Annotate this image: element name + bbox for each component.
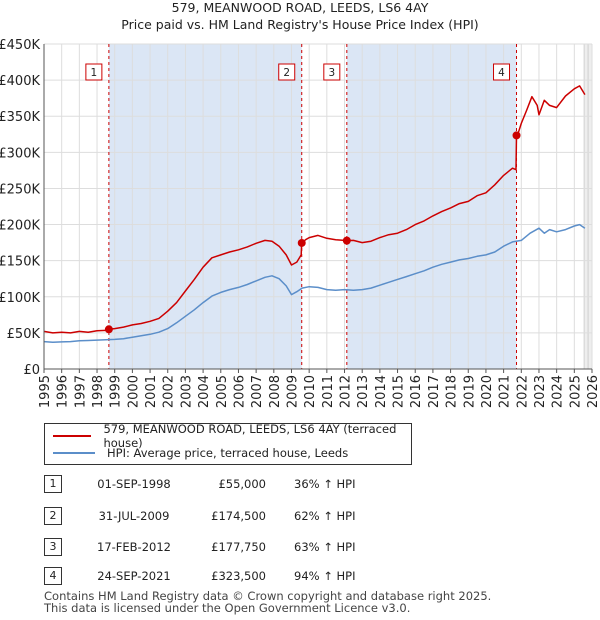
y-tick-label: £300K [0, 146, 40, 161]
x-tick-label: 2014 [374, 375, 389, 408]
transaction-hpi-change: 94% ↑ HPI [294, 569, 356, 583]
y-tick-label: £250K [0, 182, 40, 197]
chart-title: 579, MEANWOOD ROAD, LEEDS, LS6 4AY [172, 0, 429, 15]
transaction-hpi-change: 36% ↑ HPI [294, 477, 356, 491]
x-tick-label: 2001 [144, 375, 159, 408]
highlight-band [346, 44, 517, 369]
footer-copyright: Contains HM Land Registry data © Crown c… [44, 589, 492, 603]
legend-line-property [53, 435, 92, 437]
x-tick-label: 2017 [427, 375, 442, 408]
transaction-hpi-change: 63% ↑ HPI [294, 540, 356, 554]
sale-label-box [85, 63, 103, 81]
x-tick-label: 2004 [197, 375, 212, 408]
transaction-price: £174,500 [211, 509, 266, 523]
x-tick-label: 2022 [515, 375, 530, 408]
sale-point [104, 325, 113, 334]
x-tick-label: 2023 [533, 375, 548, 408]
highlight-band [108, 44, 302, 369]
x-tick-label: 2003 [179, 375, 194, 408]
sale-label-box [493, 63, 511, 81]
y-tick-label: £100K [0, 291, 40, 306]
sale-label: 1 [91, 67, 98, 79]
x-tick-label: 2021 [498, 375, 513, 408]
x-tick-label: 2026 [586, 375, 600, 408]
y-tick-label: £350K [0, 110, 40, 125]
y-tick-label: £450K [0, 38, 40, 53]
x-tick-label: 2015 [392, 375, 407, 408]
chart-subtitle: Price paid vs. HM Land Registry's House … [121, 17, 478, 32]
footer-licence: This data is licensed under the Open Gov… [44, 601, 411, 615]
x-tick-label: 2016 [409, 375, 424, 408]
x-tick-label: 2018 [445, 375, 460, 408]
legend-item-hpi: HPI: Average price, terraced house, Leed… [53, 445, 348, 461]
legend-item-property: 579, MEANWOOD ROAD, LEEDS, LS6 4AY (terr… [53, 422, 411, 450]
transaction-date: 31-JUL-2009 [98, 509, 170, 523]
footer-attribution: Contains HM Land Registry data © Crown c… [44, 590, 491, 614]
chart-legend: 579, MEANWOOD ROAD, LEEDS, LS6 4AY (terr… [44, 422, 412, 465]
x-tick-label: 2006 [232, 375, 247, 408]
y-tick-label: £0 [23, 363, 40, 378]
transaction-price: £55,000 [218, 477, 266, 491]
price-chart: 579, MEANWOOD ROAD, LEEDS, LS6 4AY Price… [0, 0, 600, 408]
transaction-date: 24-SEP-2021 [97, 569, 171, 583]
x-tick-label: 2008 [268, 375, 283, 408]
transaction-date: 17-FEB-2012 [97, 540, 171, 554]
transaction-date: 01-SEP-1998 [97, 477, 171, 491]
x-tick-label: 2025 [568, 375, 583, 408]
y-tick-label: £50K [7, 327, 41, 342]
sale-label-box [278, 63, 296, 81]
x-tick-label: 1999 [109, 375, 124, 408]
x-tick-label: 2010 [303, 375, 318, 408]
transaction-number: 2 [44, 507, 62, 525]
x-tick-label: 2012 [339, 375, 354, 408]
y-tick-label: £400K [0, 74, 40, 89]
x-tick-label: 2019 [462, 375, 477, 408]
x-tick-label: 2002 [162, 375, 177, 408]
x-tick-label: 2011 [321, 375, 336, 408]
sale-label: 4 [498, 67, 505, 79]
x-tick-label: 2000 [126, 375, 141, 408]
x-tick-label: 1998 [91, 375, 106, 408]
x-tick-label: 2020 [480, 375, 495, 408]
sale-point [297, 238, 306, 247]
x-tick-label: 1997 [73, 375, 88, 408]
x-tick-label: 1995 [38, 375, 53, 408]
legend-label-hpi: HPI: Average price, terraced house, Leed… [107, 446, 349, 460]
sale-point [342, 236, 351, 245]
hpi-line [43, 223, 586, 344]
x-tick-label: 2013 [356, 375, 371, 408]
sale-label-box [323, 63, 341, 81]
y-tick-label: £150K [0, 255, 40, 270]
transaction-price: £323,500 [211, 569, 266, 583]
y-tick-label: £200K [0, 219, 40, 234]
transaction-hpi-change: 62% ↑ HPI [294, 509, 356, 523]
x-tick-label: 1996 [56, 375, 71, 408]
x-tick-label: 2007 [250, 375, 265, 408]
transaction-number: 3 [44, 538, 62, 556]
transaction-number: 1 [44, 475, 62, 493]
sale-label: 3 [328, 67, 335, 79]
legend-label-property: 579, MEANWOOD ROAD, LEEDS, LS6 4AY (terr… [103, 422, 397, 450]
legend-line-hpi [53, 452, 95, 454]
sale-label: 2 [283, 67, 290, 79]
x-tick-label: 2024 [551, 375, 566, 408]
x-tick-label: 2009 [285, 375, 300, 408]
sale-point [512, 131, 521, 140]
transaction-number: 4 [44, 567, 62, 585]
x-tick-label: 2005 [215, 375, 230, 408]
transaction-price: £177,750 [211, 540, 266, 554]
